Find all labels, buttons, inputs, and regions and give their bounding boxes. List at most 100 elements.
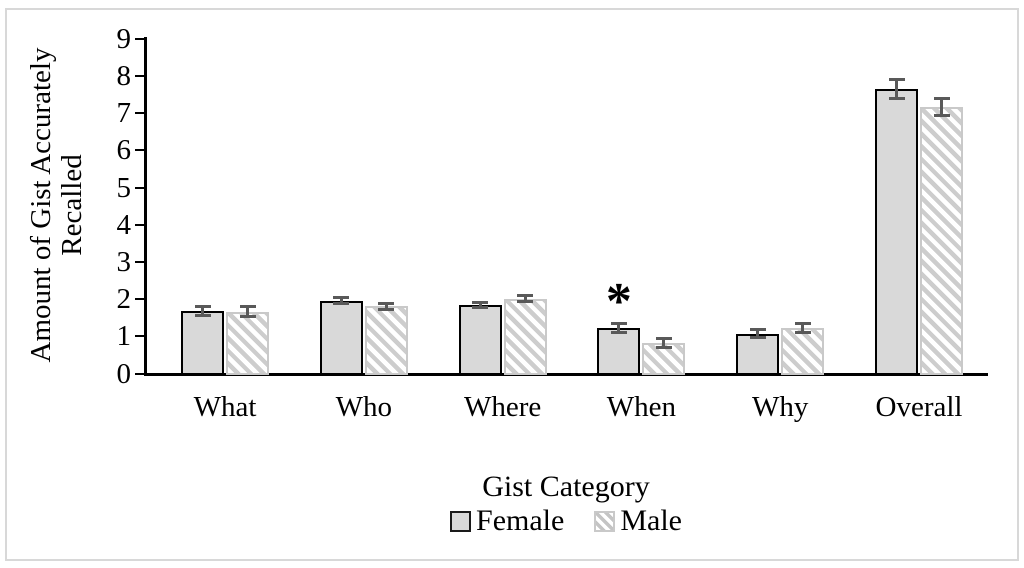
error-bar-male-what xyxy=(239,304,256,319)
y-tick-label-3: 3 xyxy=(116,245,132,278)
error-cap-top xyxy=(794,322,811,326)
error-cap-top xyxy=(239,304,256,308)
error-cap-bottom xyxy=(888,96,905,100)
legend-item-male: Male xyxy=(594,504,682,538)
y-tick-3 xyxy=(135,260,144,263)
y-tick-label-9: 9 xyxy=(116,22,132,55)
legend: Female Male xyxy=(144,504,988,538)
error-stem xyxy=(246,305,249,318)
error-cap-top xyxy=(655,336,672,340)
y-tick-4 xyxy=(135,223,144,226)
error-bar-female-why xyxy=(749,328,766,339)
error-bar-male-where xyxy=(517,294,534,303)
error-bar-male-when xyxy=(655,336,672,350)
bar-female-when xyxy=(597,328,641,375)
legend-swatch-female xyxy=(450,510,472,532)
error-bar-female-overall xyxy=(888,78,905,100)
bar-male-where xyxy=(503,299,547,375)
y-tick-label-0: 0 xyxy=(116,357,132,390)
error-stem xyxy=(662,337,666,349)
y-axis-title-line-2: Recalled xyxy=(56,154,88,256)
error-stem xyxy=(801,323,805,334)
error-stem xyxy=(339,297,343,305)
y-axis-title-line-1: Amount of Gist Accurately xyxy=(25,47,57,363)
error-cap-bottom xyxy=(794,331,811,335)
bar-female-why xyxy=(736,334,780,375)
error-cap-top xyxy=(933,97,950,101)
y-tick-label-6: 6 xyxy=(116,134,132,167)
error-bar-male-why xyxy=(794,322,811,335)
error-stem xyxy=(384,302,388,310)
y-axis-line xyxy=(144,37,147,376)
error-cap-bottom xyxy=(933,113,950,117)
bar-female-where xyxy=(458,305,502,375)
bar-male-overall xyxy=(920,107,963,375)
error-cap-bottom xyxy=(610,330,627,334)
error-cap-bottom xyxy=(655,346,672,350)
error-cap-top xyxy=(472,300,489,304)
bar-female-overall xyxy=(875,89,918,375)
error-cap-bottom xyxy=(749,335,766,339)
error-stem xyxy=(523,295,527,302)
bar-male-who xyxy=(364,306,408,375)
category-label-where: Where xyxy=(463,391,542,423)
error-bar-female-who xyxy=(333,296,350,306)
category-label-when: When xyxy=(606,391,677,423)
error-stem xyxy=(478,301,482,309)
significance-asterisk: * xyxy=(605,272,632,330)
y-axis-title: Amount of Gist Accurately Recalled xyxy=(25,0,90,415)
error-stem xyxy=(940,98,943,116)
bar-female-who xyxy=(319,301,363,375)
legend-item-female: Female xyxy=(450,504,564,538)
bar-female-what xyxy=(181,311,224,375)
y-tick-1 xyxy=(135,335,144,338)
error-bar-male-who xyxy=(378,301,395,311)
category-label-what: What xyxy=(193,391,257,423)
y-tick-0 xyxy=(135,372,144,375)
y-tick-label-2: 2 xyxy=(116,283,132,316)
y-tick-7 xyxy=(135,112,144,115)
error-stem xyxy=(756,329,760,338)
y-tick-2 xyxy=(135,298,144,301)
error-stem xyxy=(617,322,621,333)
y-tick-label-1: 1 xyxy=(116,320,132,353)
error-bar-male-overall xyxy=(933,97,950,117)
error-cap-bottom xyxy=(333,302,350,306)
x-axis-title: Gist Category xyxy=(482,470,650,503)
error-stem xyxy=(895,79,898,99)
error-cap-bottom xyxy=(517,299,534,303)
error-bar-female-what xyxy=(194,304,211,317)
category-label-who: Who xyxy=(335,391,392,423)
error-stem xyxy=(201,305,204,316)
error-cap-bottom xyxy=(239,315,256,319)
y-tick-5 xyxy=(135,186,144,189)
y-tick-9 xyxy=(135,37,144,40)
error-bar-female-where xyxy=(472,300,489,310)
error-cap-top xyxy=(610,321,627,325)
legend-label-male: Male xyxy=(620,504,682,537)
y-tick-label-7: 7 xyxy=(116,97,132,130)
legend-label-female: Female xyxy=(476,504,565,537)
bar-male-why xyxy=(781,328,825,375)
error-cap-top xyxy=(888,78,905,82)
error-cap-bottom xyxy=(194,313,211,317)
x-axis-line xyxy=(144,373,988,376)
error-cap-bottom xyxy=(472,306,489,310)
error-cap-bottom xyxy=(378,307,395,311)
bar-male-what xyxy=(226,312,269,375)
y-tick-6 xyxy=(135,149,144,152)
error-cap-top xyxy=(517,294,534,298)
error-bar-female-when xyxy=(610,321,627,334)
error-cap-top xyxy=(749,328,766,332)
error-cap-top xyxy=(194,304,211,308)
error-cap-top xyxy=(378,301,395,305)
category-label-overall: Overall xyxy=(875,391,963,423)
y-tick-8 xyxy=(135,74,144,77)
category-label-why: Why xyxy=(752,391,809,423)
y-tick-label-4: 4 xyxy=(116,208,132,241)
y-tick-label-8: 8 xyxy=(116,59,132,92)
error-cap-top xyxy=(333,296,350,300)
y-tick-label-5: 5 xyxy=(116,171,132,204)
legend-swatch-male xyxy=(594,510,616,532)
